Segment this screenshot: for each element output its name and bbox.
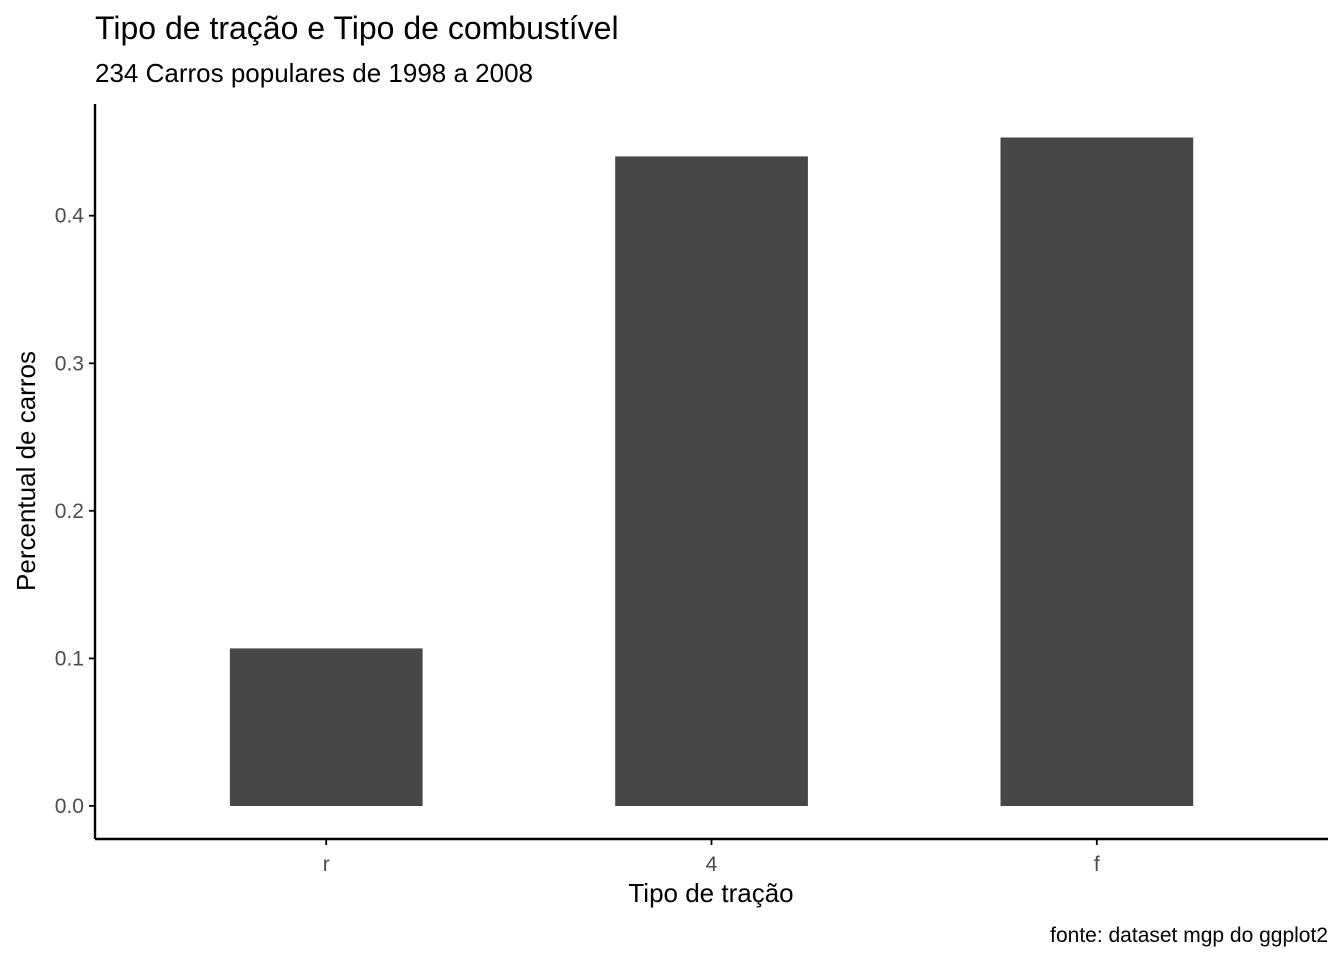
bar-f (1000, 137, 1194, 806)
y-tick-label: 0.3 (55, 352, 84, 375)
y-axis-title: Percentual de carros (11, 351, 41, 591)
bars-group (229, 137, 1194, 806)
x-tick-label: r (323, 853, 330, 876)
bar-4 (615, 156, 808, 806)
y-axis-ticks: 0.0 0.1 0.2 0.3 0.4 (55, 205, 95, 818)
x-tick-label: 4 (706, 853, 718, 876)
chart-caption: fonte: dataset mgp do ggplot2 (1050, 924, 1328, 947)
bar-r (229, 648, 423, 806)
chart-subtitle: 234 Carros populares de 1998 a 2008 (95, 58, 533, 88)
x-axis-title: Tipo de tração (628, 878, 793, 908)
y-tick-label: 0.4 (55, 205, 85, 228)
x-tick-label: f (1094, 853, 1100, 876)
y-tick-label: 0.1 (55, 647, 84, 670)
y-tick-label: 0.0 (55, 795, 84, 818)
x-axis-ticks: r 4 f (323, 839, 1100, 876)
chart-title: Tipo de tração e Tipo de combustível (95, 10, 619, 46)
y-tick-label: 0.2 (55, 500, 84, 523)
